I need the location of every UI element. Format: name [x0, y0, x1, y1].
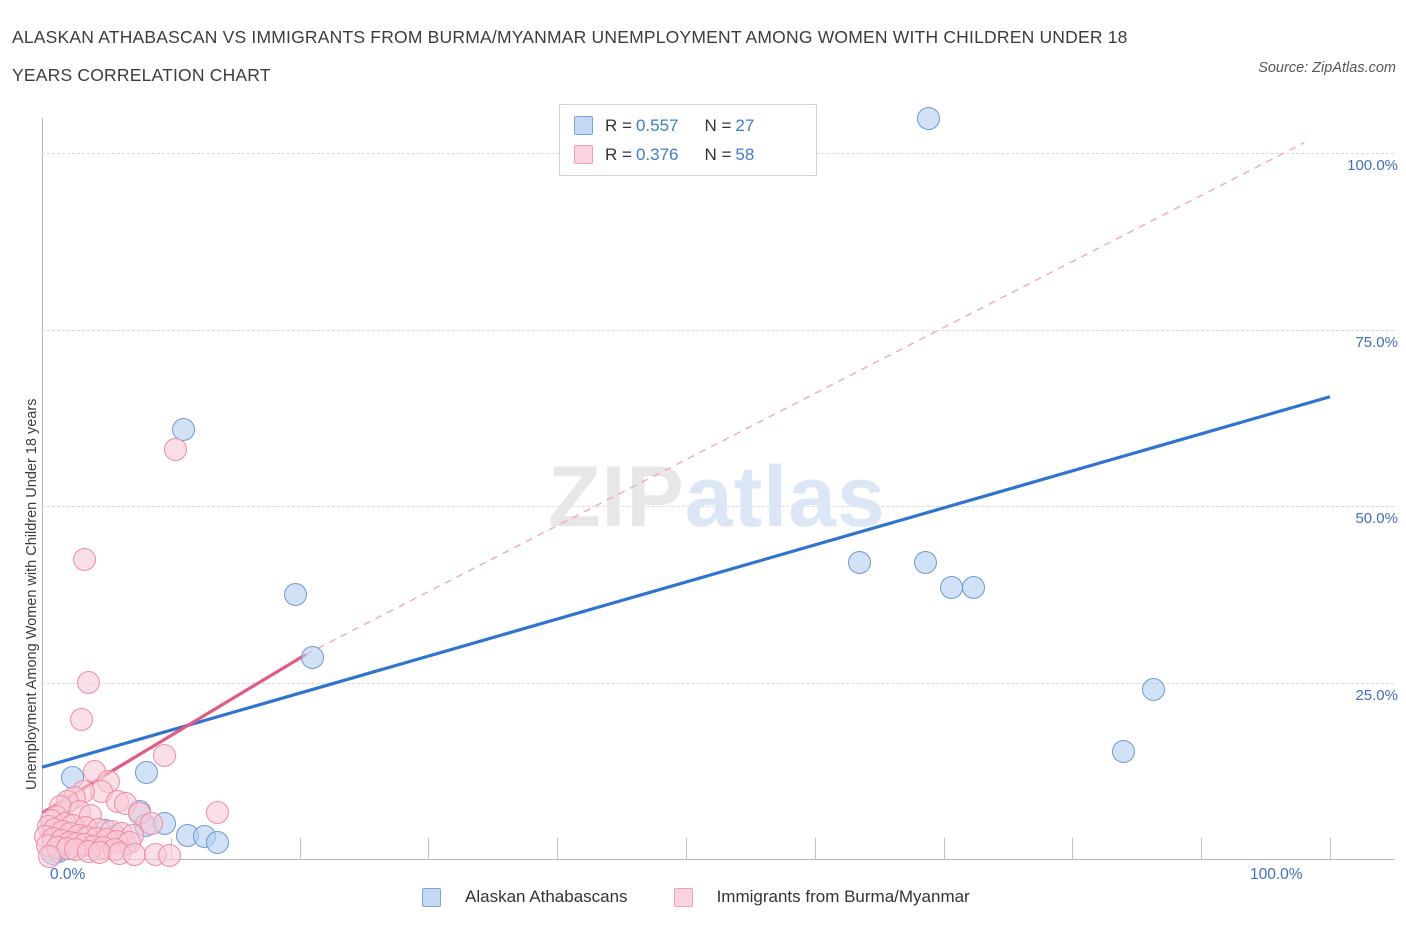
legend-n-value-pink: 58: [735, 144, 755, 164]
trend-line: [41, 395, 1331, 769]
scatter-point-immigrants-burma-myanmar[interactable]: [139, 811, 163, 835]
x-axis-tick: [943, 838, 945, 859]
chart-title-block: ALASKAN ATHABASCAN VS IMMIGRANTS FROM BU…: [12, 18, 1212, 94]
scatter-point-alaskan-athabascans[interactable]: [205, 830, 229, 854]
legend-row-pink: R = 0.376 N = 58: [574, 140, 806, 169]
watermark-atlas: atlas: [684, 449, 886, 545]
scatter-point-immigrants-burma-myanmar[interactable]: [158, 843, 181, 867]
correlation-stats-legend: R = 0.557 N = 27 R = 0.376 N = 58: [559, 104, 817, 176]
legend-swatch-alaskan-athabascans: [574, 116, 593, 135]
y-axis-line: [42, 118, 43, 860]
series-legend-label-immigrants-burma-myanmar: Immigrants from Burma/Myanmar: [716, 887, 970, 906]
scatter-point-immigrants-burma-myanmar[interactable]: [38, 844, 62, 868]
series-legend-label-alaskan-athabascans: Alaskan Athabascans: [465, 887, 628, 906]
scatter-point-alaskan-athabascans[interactable]: [300, 646, 324, 670]
zipatlas-watermark: ZIPatlas: [548, 448, 886, 547]
series-legend-swatch-immigrants-burma-myanmar: [673, 887, 693, 907]
trend-line: [305, 142, 1305, 655]
x-axis-tick: [428, 838, 430, 859]
scatter-point-immigrants-burma-myanmar[interactable]: [76, 671, 100, 695]
x-axis-tick: [1201, 838, 1203, 859]
legend-row-blue: R = 0.557 N = 27: [574, 111, 806, 140]
y-axis-tick-label: 100.0%: [1347, 157, 1398, 175]
watermark-zip: ZIP: [548, 449, 685, 545]
x-axis-tick: [299, 838, 301, 859]
gridline: [42, 682, 1394, 684]
gridline: [42, 506, 1394, 508]
legend-n-value-blue: 27: [735, 115, 755, 135]
x-axis-tick-label: 0.0%: [50, 866, 86, 883]
scatter-point-immigrants-burma-myanmar[interactable]: [73, 547, 96, 571]
legend-r-label-pink: R =: [605, 144, 632, 164]
gridline: [42, 329, 1394, 331]
series-legend-item-immigrants-burma-myanmar[interactable]: Immigrants from Burma/Myanmar: [673, 887, 970, 907]
series-legend: Alaskan Athabascans Immigrants from Burm…: [422, 887, 1016, 907]
scatter-point-alaskan-athabascans[interactable]: [961, 575, 985, 599]
scatter-point-immigrants-burma-myanmar[interactable]: [164, 438, 188, 462]
x-axis-tick: [1330, 838, 1331, 859]
series-legend-swatch-alaskan-athabascans: [422, 887, 441, 907]
scatter-point-alaskan-athabascans[interactable]: [939, 575, 963, 599]
scatter-point-immigrants-burma-myanmar[interactable]: [123, 843, 147, 867]
x-axis-tick: [557, 838, 559, 859]
x-axis-tick-label: 100.0%: [1250, 866, 1303, 883]
x-axis-line: [42, 859, 1394, 860]
legend-swatch-immigrants-burma-myanmar: [574, 145, 593, 164]
series-legend-item-alaskan-athabascans[interactable]: Alaskan Athabascans: [422, 887, 628, 907]
scatter-point-alaskan-athabascans[interactable]: [916, 106, 940, 130]
scatter-point-alaskan-athabascans[interactable]: [1142, 678, 1166, 702]
legend-n-label-pink: N =: [704, 144, 732, 164]
x-axis-tick: [686, 838, 687, 859]
scatter-point-alaskan-athabascans[interactable]: [284, 582, 308, 606]
page-title-line-1: ALASKAN ATHABASCAN VS IMMIGRANTS FROM BU…: [12, 27, 1128, 47]
page-title-line-2: YEARS CORRELATION CHART: [12, 65, 271, 85]
scatter-point-alaskan-athabascans[interactable]: [134, 760, 158, 784]
scatter-point-immigrants-burma-myanmar[interactable]: [205, 800, 229, 824]
x-axis-tick: [814, 838, 816, 859]
legend-r-value-pink: 0.376: [635, 144, 679, 164]
y-axis-tick-label: 50.0%: [1355, 510, 1398, 528]
x-axis-tick: [1072, 838, 1074, 859]
source-attribution: Source: ZipAtlas.com: [1258, 60, 1396, 76]
legend-r-value-blue: 0.557: [635, 115, 679, 135]
y-axis-tick-label: 25.0%: [1355, 686, 1398, 704]
y-axis-title: Unemployment Among Women with Children U…: [24, 398, 40, 790]
scatter-point-alaskan-athabascans[interactable]: [848, 551, 872, 575]
legend-r-label-blue: R =: [605, 115, 632, 135]
legend-n-label-blue: N =: [704, 115, 732, 135]
scatter-point-alaskan-athabascans[interactable]: [914, 551, 938, 575]
scatter-point-alaskan-athabascans[interactable]: [1112, 740, 1136, 764]
scatter-point-immigrants-burma-myanmar[interactable]: [70, 707, 94, 731]
scatter-point-immigrants-burma-myanmar[interactable]: [152, 744, 176, 768]
y-axis-tick-label: 75.0%: [1355, 333, 1398, 351]
